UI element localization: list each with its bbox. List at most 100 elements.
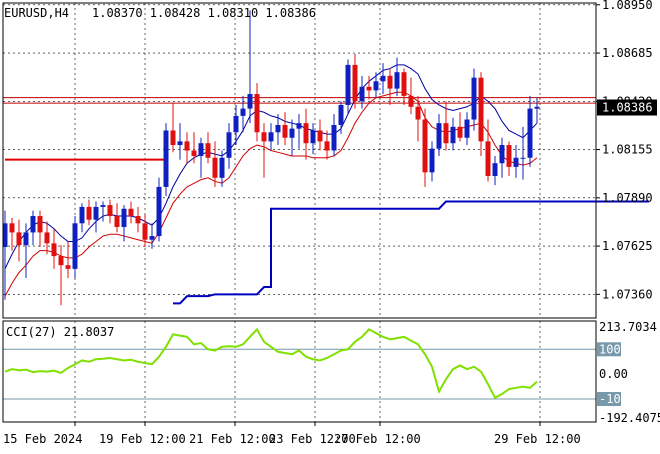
candle [93, 201, 99, 233]
candle [142, 214, 148, 247]
candle [219, 150, 225, 187]
time-tick-label: 27 Feb 12:00 [334, 432, 421, 446]
cci-axis-label: -100 [599, 392, 628, 406]
candle-body [282, 124, 288, 138]
candle-body [394, 72, 400, 89]
main-pane-frame [2, 2, 597, 319]
candle-body [142, 223, 148, 240]
symbol-label: EURUSD,H4 [4, 6, 69, 20]
candle-body [352, 64, 358, 102]
current-price-box [597, 99, 657, 116]
current-price-label: 1.08386 [602, 101, 653, 115]
candle-body [86, 206, 92, 220]
candle [415, 95, 421, 142]
candle-body [254, 94, 260, 133]
candle [107, 199, 113, 224]
candle [100, 201, 106, 222]
candle [205, 132, 211, 164]
candle [9, 217, 15, 251]
candle-body [492, 163, 498, 176]
candle [345, 59, 351, 115]
candle-body [464, 119, 470, 138]
candle-body [65, 265, 71, 269]
candle-body [527, 108, 533, 158]
candle-body [163, 130, 169, 187]
candle [366, 75, 372, 100]
cci-level-box [597, 342, 621, 357]
candle [44, 221, 50, 255]
candle [429, 141, 435, 182]
candle-body [275, 124, 281, 133]
candle-body [380, 75, 386, 82]
candle-body [415, 106, 421, 120]
candle [373, 72, 379, 98]
candle-body [324, 141, 330, 151]
candle-body [79, 206, 85, 224]
candle-body [226, 132, 232, 158]
candle [380, 63, 386, 95]
candle-body [366, 86, 372, 91]
cci-axis-label: 0.00 [599, 367, 628, 381]
candle [212, 141, 218, 187]
time-tick-label: 23 Feb 12:00 [269, 432, 356, 446]
candle-body [58, 256, 64, 266]
candle-body [401, 72, 407, 96]
candle-body [205, 143, 211, 158]
candle [177, 123, 183, 160]
candle [163, 123, 169, 197]
candle-body [212, 157, 218, 178]
candle-body [240, 108, 246, 116]
candle [233, 104, 239, 146]
candle-body [485, 141, 491, 176]
candle-body [23, 232, 29, 246]
candle [261, 123, 267, 178]
candle [37, 210, 43, 247]
candle [485, 119, 491, 182]
candle [254, 83, 260, 142]
candle [289, 119, 295, 156]
candle [184, 132, 190, 164]
candle-body [534, 106, 540, 109]
candle [401, 68, 407, 105]
candle-body [156, 186, 162, 237]
candle-body [296, 123, 302, 129]
candle-body [191, 150, 197, 156]
candle [331, 114, 337, 156]
candle-body [149, 236, 155, 240]
candle [506, 141, 512, 176]
candle-body [408, 95, 414, 107]
candle-body [261, 132, 267, 142]
candle [128, 201, 134, 224]
candle-body [317, 130, 323, 142]
candle-body [219, 157, 225, 178]
candle-body [289, 128, 295, 138]
candle-body [436, 123, 442, 149]
candle-body [51, 243, 57, 257]
moving-average-line [4, 64, 538, 270]
candle-body [2, 223, 8, 247]
candle-body [471, 77, 477, 120]
candle-body [30, 216, 36, 233]
candle [58, 245, 64, 306]
price-tick-label: 1.07360 [602, 287, 653, 301]
candle [114, 203, 120, 233]
candle [282, 112, 288, 146]
candle [499, 137, 505, 178]
candle-body [9, 223, 15, 233]
candle [520, 126, 526, 180]
time-tick-label: 15 Feb 2024 [3, 432, 82, 446]
candle-body [170, 130, 176, 146]
candle-body [478, 77, 484, 142]
step-line [173, 200, 649, 305]
candle [191, 132, 197, 164]
candle [471, 68, 477, 131]
candle-body [429, 148, 435, 173]
candle-body [44, 232, 50, 244]
price-tick-label: 1.07890 [602, 191, 653, 205]
candle [135, 206, 141, 233]
candle-body [499, 145, 505, 164]
candle [23, 223, 29, 278]
candle [72, 216, 78, 278]
